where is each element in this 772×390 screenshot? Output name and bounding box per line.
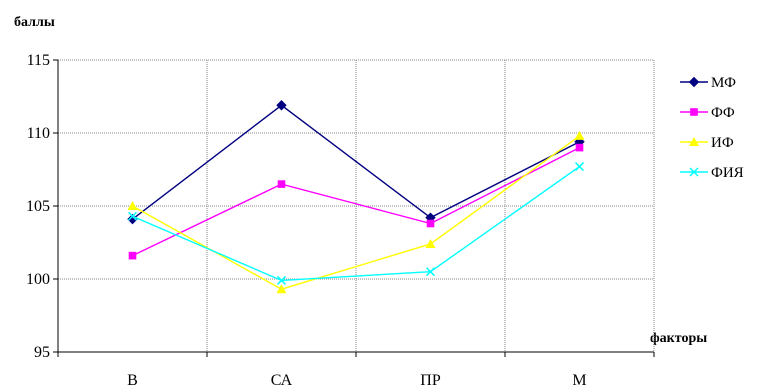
tick-labels: 95 100 105 110 115 В СА ПР М — [26, 52, 587, 389]
x-tick-label: В — [127, 372, 138, 389]
y-tick-label: 100 — [26, 271, 50, 288]
y-tick-label: 115 — [27, 52, 50, 69]
legend-item-4: ФИЯ — [680, 165, 744, 181]
data-point — [127, 201, 138, 210]
legend-item-2: ФФ — [680, 105, 735, 121]
data-point — [128, 251, 137, 260]
data-point — [425, 267, 436, 277]
x-axis-title: факторы — [650, 331, 707, 346]
data-point — [277, 180, 286, 188]
legend-label: ИФ — [711, 135, 734, 151]
legend-marker — [689, 167, 699, 177]
y-axis-title: баллы — [14, 15, 55, 30]
series-1 — [127, 100, 585, 225]
data-point — [276, 100, 287, 111]
x-tick-label: ПР — [420, 372, 441, 389]
data-point — [426, 219, 435, 228]
x-tick-label: М — [572, 372, 586, 389]
y-tick-label: 110 — [27, 125, 50, 142]
legend: МФ ФФ ИФ ФИЯ — [680, 75, 744, 181]
legend-item-1: МФ — [680, 75, 736, 91]
x-marker-stroke — [689, 167, 699, 177]
axes — [53, 59, 655, 357]
series-4 — [127, 162, 585, 285]
data-point — [276, 275, 287, 285]
legend-label: ФФ — [711, 105, 735, 121]
x-tick-label: СА — [271, 372, 293, 389]
data-point — [276, 284, 287, 294]
data-point — [574, 162, 585, 172]
y-tick-label: 105 — [26, 198, 50, 215]
data-point — [127, 211, 138, 221]
legend-marker — [690, 108, 698, 116]
data-point — [574, 130, 585, 140]
series-line — [132, 104, 580, 220]
data-point — [575, 143, 584, 152]
x-marker-stroke — [127, 211, 138, 221]
data-point — [425, 238, 436, 248]
series-line — [132, 146, 580, 257]
legend-marker — [689, 137, 699, 146]
x-marker-stroke — [574, 162, 585, 172]
series-2 — [128, 143, 584, 260]
series-line — [132, 166, 580, 282]
series-lines — [127, 100, 585, 294]
x-marker-stroke — [276, 275, 287, 285]
legend-marker — [688, 76, 700, 88]
x-marker-stroke — [425, 267, 436, 277]
legend-label: ФИЯ — [711, 165, 744, 181]
legend-label: МФ — [711, 75, 736, 91]
grid-lines — [58, 59, 655, 352]
y-tick-label: 95 — [34, 344, 50, 361]
legend-item-3: ИФ — [680, 135, 734, 151]
